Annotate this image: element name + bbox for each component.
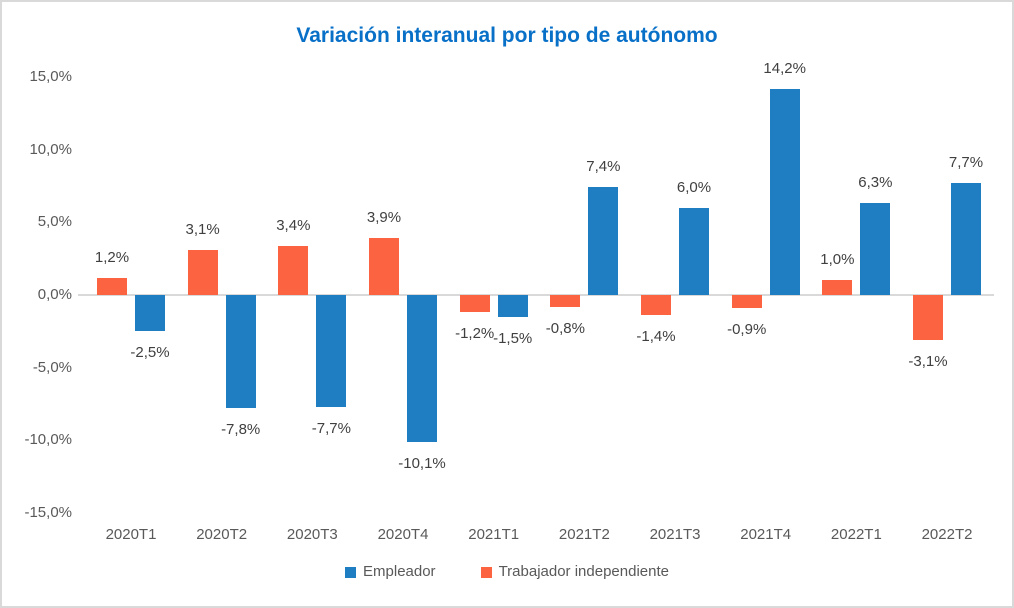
data-label: 6,0%	[676, 178, 712, 196]
data-label: -7,7%	[311, 419, 351, 437]
bar-trabajador-independiente-2020T2	[187, 249, 218, 295]
legend: Empleador Trabajador independiente	[2, 563, 1012, 581]
y-axis-tick-label: 15,0%	[29, 68, 72, 85]
bar-trabajador-independiente-2021T2	[550, 295, 581, 307]
legend-label: Empleador	[363, 563, 436, 580]
data-label: -0,8%	[545, 319, 585, 337]
data-label: 14,2%	[763, 59, 806, 77]
data-label: 3,4%	[276, 216, 311, 234]
bar-trabajador-independiente-2021T4	[731, 295, 762, 309]
bar-empleador-2020T3	[316, 295, 347, 407]
data-label: -2,5%	[130, 344, 170, 362]
y-axis-tick-label: -5,0%	[32, 358, 72, 376]
x-axis-category-label: 2021T3	[649, 526, 701, 543]
data-label: -3,1%	[908, 353, 948, 371]
bar-empleador-2020T4	[407, 295, 437, 442]
x-axis-category-label: 2021T4	[740, 526, 792, 543]
data-label: 7,7%	[948, 154, 984, 172]
y-axis-tick-label: 0,0%	[37, 286, 72, 303]
legend-item-trabajador-independiente: Trabajador independiente	[480, 563, 669, 581]
bar-trabajador-independiente-2021T3	[641, 295, 672, 316]
bar-trabajador-independiente-2020T3	[278, 245, 309, 295]
data-label: -0,9%	[727, 321, 767, 339]
x-axis-category-label: 2021T2	[558, 526, 610, 543]
bar-empleador-2021T1	[497, 295, 528, 317]
legend-swatch-icon	[345, 566, 357, 578]
data-label: 1,0%	[820, 251, 855, 269]
x-axis-category-label: 2020T1	[105, 526, 157, 543]
y-axis-tick-label: -15,0%	[24, 504, 72, 521]
data-label: -1,5%	[493, 329, 533, 347]
zero-axis-line	[78, 294, 994, 296]
bar-empleador-2021T3	[679, 207, 710, 295]
legend-label: Trabajador independiente	[498, 563, 669, 580]
data-label: 6,3%	[858, 174, 893, 192]
data-label: 3,9%	[366, 209, 402, 227]
x-axis-category-label: 2022T2	[921, 526, 973, 543]
x-axis-category-label: 2022T1	[830, 526, 882, 543]
bar-trabajador-independiente-2021T1	[459, 295, 490, 313]
data-label: -10,1%	[398, 454, 446, 472]
y-axis-tick-label: 5,0%	[37, 213, 72, 231]
bar-empleador-2020T2	[225, 295, 256, 409]
bar-empleador-2020T1	[135, 295, 165, 332]
chart-title: Variación interanual por tipo de autónom…	[296, 24, 718, 47]
legend-item-empleador: Empleador	[345, 563, 436, 581]
data-label: 1,2%	[94, 248, 130, 266]
y-axis-tick-label: 10,0%	[29, 140, 72, 158]
data-label: -1,4%	[636, 328, 676, 346]
data-label: 3,1%	[185, 220, 220, 238]
x-axis-category-label: 2020T2	[196, 526, 248, 543]
bar-empleador-2021T2	[588, 187, 619, 295]
x-axis-category-label: 2020T3	[286, 526, 338, 543]
data-label: 7,4%	[586, 158, 621, 176]
bar-trabajador-independiente-2022T2	[913, 295, 944, 341]
bar-empleador-2022T2	[951, 183, 982, 295]
bar-trabajador-independiente-2022T1	[822, 280, 853, 295]
data-label: -1,2%	[455, 325, 495, 343]
x-axis-category-label: 2020T4	[377, 526, 429, 543]
legend-swatch-icon	[480, 566, 492, 578]
data-label: -7,8%	[221, 421, 261, 439]
bar-empleador-2021T4	[769, 88, 800, 295]
y-axis-tick-label: -10,0%	[24, 431, 72, 449]
bar-trabajador-independiente-2020T4	[369, 238, 399, 295]
bar-trabajador-independiente-2020T1	[97, 277, 127, 295]
bar-empleador-2022T1	[860, 203, 891, 295]
x-axis-category-label: 2021T1	[468, 526, 520, 543]
y-axis: 15,0% 10,0% 5,0% 0,0% -5,0% -10,0% -15,0%	[2, 2, 72, 606]
